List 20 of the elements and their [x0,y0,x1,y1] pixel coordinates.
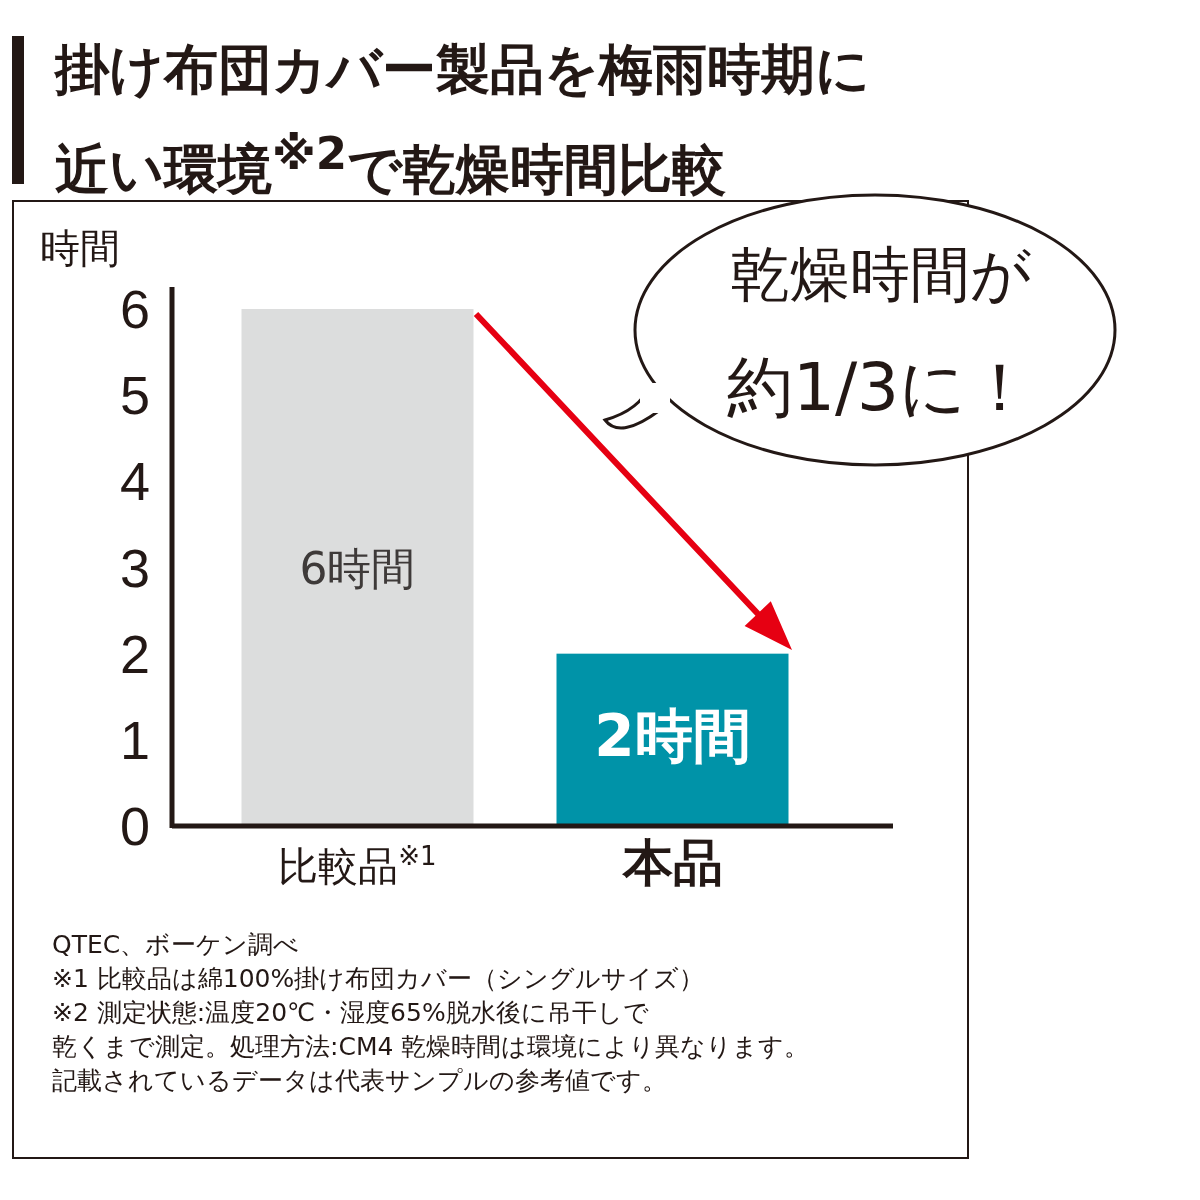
x-tick-label: 比較品$^{※1}$ [278,841,437,889]
text: ※2 測定状態:温度20℃・湿度65%脱水後に吊干しで [52,997,650,1029]
text: 乾くまで測定。処理方法:CM4 乾燥時間は環境により異なります。 [52,1031,810,1063]
y-tick-label: 3 [119,537,150,598]
y-tick-label: 4 [119,451,150,512]
annotation: 約1/3に！ [726,349,1034,426]
data-label: 2時間 [594,701,751,770]
y-tick-label: 5 [119,365,150,426]
text: 乾燥時間が [729,239,1031,309]
text: 記載されているデータは代表サンプルの参考値です。 [52,1065,668,1097]
text: ※1 比較品は綿100%掛け布団カバー（シングルサイズ） [52,963,706,995]
y-tick-label: 1 [119,709,150,770]
text: QTEC、ボーケン調べ [52,929,301,961]
x-tick-label: 本品 [620,834,723,892]
chart-title: 掛け布団カバー製品を梅雨時期に近い環境$^{※2}$で乾燥時間比較 [55,37,871,203]
y-tick-label: 0 [119,796,150,856]
y-tick-label: 6 [119,279,150,339]
data-label: 6時間 [299,542,416,594]
y-axis-title: 時間 [40,225,120,271]
y-tick-label: 2 [119,623,150,684]
